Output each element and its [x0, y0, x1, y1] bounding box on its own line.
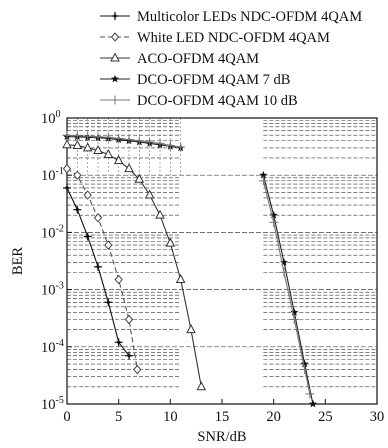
x-tick-label: 25 [318, 409, 333, 425]
data-point [104, 240, 113, 250]
data-point [279, 267, 289, 277]
data-point [176, 142, 186, 152]
legend-entry: DCO-OFDM 4QAM 10 dB [100, 93, 298, 109]
data-point [83, 232, 92, 241]
data-point [113, 155, 124, 165]
data-point [300, 359, 309, 368]
data-point [308, 399, 317, 408]
legend-label: DCO-OFDM 4QAM 7 dB [137, 72, 290, 88]
data-point [93, 132, 103, 142]
data-point [125, 351, 133, 360]
data-point [134, 173, 145, 183]
series-line [262, 175, 314, 405]
data-point [73, 170, 82, 180]
legend-entry: ACO-OFDM 4QAM [100, 51, 259, 67]
data-point [289, 315, 299, 325]
data-point [104, 298, 113, 307]
series [62, 130, 315, 399]
x-tick-label: 30 [370, 409, 385, 425]
legend-label: Multicolor LEDs NDC-OFDM 4QAM [137, 9, 362, 25]
legend: Multicolor LEDs NDC-OFDM 4QAM White LED N… [100, 9, 362, 109]
data-point [145, 137, 155, 147]
data-point [124, 314, 134, 325]
data-point [111, 12, 119, 20]
data-point [82, 142, 93, 152]
data-point [114, 274, 123, 285]
data-point [186, 324, 196, 334]
data-point [114, 133, 124, 143]
data-point [124, 135, 134, 145]
data-point [103, 132, 113, 142]
data-point [83, 190, 92, 200]
legend-label: ACO-OFDM 4QAM [137, 51, 259, 67]
data-point [269, 210, 278, 219]
data-point [258, 176, 268, 186]
data-point [83, 131, 93, 141]
series [63, 183, 133, 360]
y-axis-title: BER [10, 247, 26, 276]
x-tick-label: 20 [266, 409, 281, 425]
x-tick-label: 10 [163, 409, 178, 425]
data-point [103, 148, 114, 159]
x-tick-label: 0 [63, 409, 70, 425]
data-point [93, 213, 103, 223]
data-point [144, 189, 155, 199]
legend-label: DCO-OFDM 4QAM 10 dB [137, 93, 298, 109]
legend-label: White LED NDC-OFDM 4QAM [137, 30, 330, 46]
data-point [269, 217, 279, 227]
data-point [94, 262, 102, 271]
x-axis-title: SNR/dB [197, 429, 246, 445]
legend-entry: White LED NDC-OFDM 4QAM [100, 30, 330, 46]
data-point [111, 74, 119, 83]
y-tick-label: 10-4 [41, 338, 64, 356]
data-point [124, 163, 134, 173]
axis-ticks: 0 5 10 15 20 25 30 100 10-1 10-2 10-3 10-4 10-5 [41, 109, 384, 425]
series [62, 139, 207, 391]
y-tick-label: 10-2 [41, 223, 64, 241]
data-point [72, 139, 83, 150]
data-point [110, 95, 120, 105]
data-point [280, 258, 288, 266]
data-point [196, 381, 207, 391]
data-point [63, 183, 71, 192]
data-point [114, 338, 123, 347]
data-point [62, 130, 72, 140]
data-point [93, 144, 103, 155]
data-point [133, 364, 142, 375]
x-tick-label: 15 [215, 409, 230, 425]
data-point [110, 32, 120, 42]
y-tick-label: 10-1 [41, 166, 64, 184]
data-point [259, 171, 268, 179]
data-point [175, 273, 186, 284]
y-tick-label: 10-5 [41, 395, 64, 413]
series-layer [62, 130, 317, 408]
data-point [110, 52, 120, 62]
data-point [165, 237, 176, 247]
legend-entry: DCO-OFDM 4QAM 7 dB [100, 72, 290, 88]
data-point [72, 131, 82, 141]
series-line [66, 168, 138, 370]
series-line [262, 180, 311, 395]
data-point [62, 163, 72, 174]
data-point [155, 209, 165, 219]
data-point [305, 389, 315, 399]
series [62, 163, 142, 375]
grid-lines [67, 118, 377, 388]
legend-entry: Multicolor LEDs NDC-OFDM 4QAM [100, 9, 362, 25]
data-point [134, 136, 144, 146]
data-point [300, 365, 310, 375]
data-point [62, 139, 72, 149]
series-line [66, 144, 202, 387]
data-point [165, 141, 175, 151]
data-point [73, 205, 82, 214]
y-tick-label: 10-3 [41, 281, 64, 299]
x-tick-label: 5 [115, 409, 122, 425]
y-tick-label: 100 [41, 109, 61, 127]
data-point [155, 138, 165, 148]
series [63, 132, 317, 408]
data-point [290, 308, 299, 316]
